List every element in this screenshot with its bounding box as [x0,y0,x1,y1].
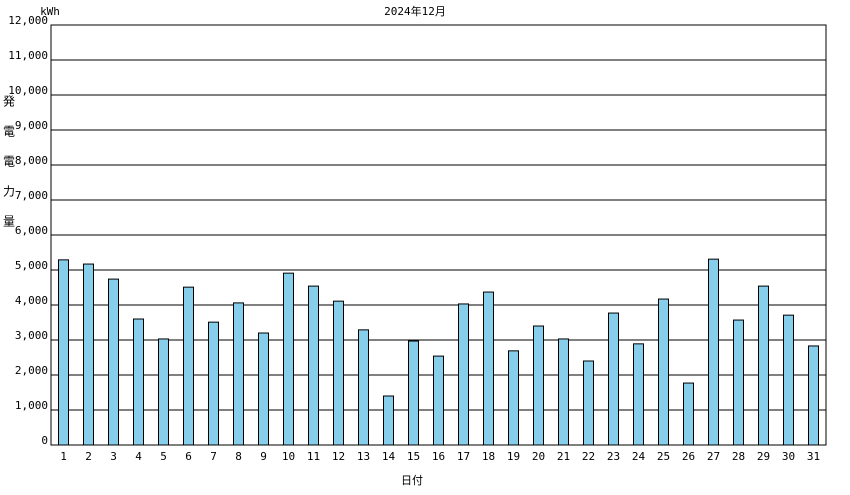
x-tick-label: 14 [382,450,396,463]
bar [608,312,619,446]
bar [433,355,444,446]
bar [158,338,169,446]
y-tick-label: 8,000 [15,154,48,167]
x-axis-label: 日付 [401,474,423,487]
y-tick-label: 7,000 [15,189,48,202]
bar [283,272,294,446]
y-tick-label: 9,000 [15,119,48,132]
x-tick-label: 2 [85,450,92,463]
bar [583,360,594,446]
bar [308,285,319,446]
bar [383,395,394,446]
x-tick-label: 5 [160,450,167,463]
x-tick-label: 31 [807,450,820,463]
x-tick-label: 11 [307,450,320,463]
unit-label: kWh [40,5,60,18]
y-axis-label: 発電電力量 [2,95,16,245]
bar [358,329,369,446]
bar [683,382,694,446]
x-tick-label: 4 [135,450,142,463]
bar [183,286,194,446]
bar [633,343,644,446]
x-tick-label: 15 [407,450,420,463]
x-tick-label: 13 [357,450,370,463]
x-tick-label: 21 [557,450,570,463]
x-tick-label: 10 [282,450,295,463]
bar [508,350,519,446]
bar [733,319,744,446]
bar [83,263,94,446]
x-tick-label: 25 [657,450,670,463]
bar [658,298,669,446]
bar [483,291,494,446]
bar [708,258,719,446]
x-tick-label: 7 [210,450,217,463]
bar [58,259,69,446]
x-tick-label: 23 [607,450,620,463]
y-tick-label: 6,000 [15,224,48,237]
bar [133,318,144,446]
bar [233,302,244,446]
x-tick-label: 1 [60,450,67,463]
bar [458,303,469,446]
y-tick-label: 11,000 [8,49,48,62]
y-tick-label: 0 [41,434,48,447]
bar [558,338,569,446]
bar [808,345,819,446]
y-tick-label: 10,000 [8,84,48,97]
x-tick-label: 26 [682,450,695,463]
bar [758,285,769,446]
x-tick-label: 22 [582,450,595,463]
x-tick-label: 24 [632,450,646,463]
x-tick-label: 20 [532,450,545,463]
x-tick-label: 3 [110,450,117,463]
bar [408,340,419,446]
y-tick-label: 4,000 [15,294,48,307]
bar [258,332,269,446]
chart-title: 2024年12月 [384,4,446,18]
y-tick-label: 1,000 [15,399,48,412]
x-tick-label: 18 [482,450,495,463]
y-tick-label: 12,000 [8,14,48,27]
bar [783,314,794,446]
bar [208,321,219,446]
x-tick-label: 29 [757,450,770,463]
y-tick-label: 2,000 [15,364,48,377]
x-tick-label: 30 [782,450,795,463]
x-tick-label: 17 [457,450,470,463]
bar [333,300,344,446]
x-tick-label: 28 [732,450,745,463]
x-tick-label: 9 [260,450,267,463]
x-tick-label: 16 [432,450,445,463]
x-tick-label: 19 [507,450,520,463]
x-tick-label: 8 [235,450,242,463]
x-tick-label: 6 [185,450,192,463]
y-tick-label: 3,000 [15,329,48,342]
x-tick-label: 12 [332,450,345,463]
bar [533,325,544,446]
bar [108,278,119,446]
y-tick-label: 5,000 [15,259,48,272]
x-tick-label: 27 [707,450,720,463]
